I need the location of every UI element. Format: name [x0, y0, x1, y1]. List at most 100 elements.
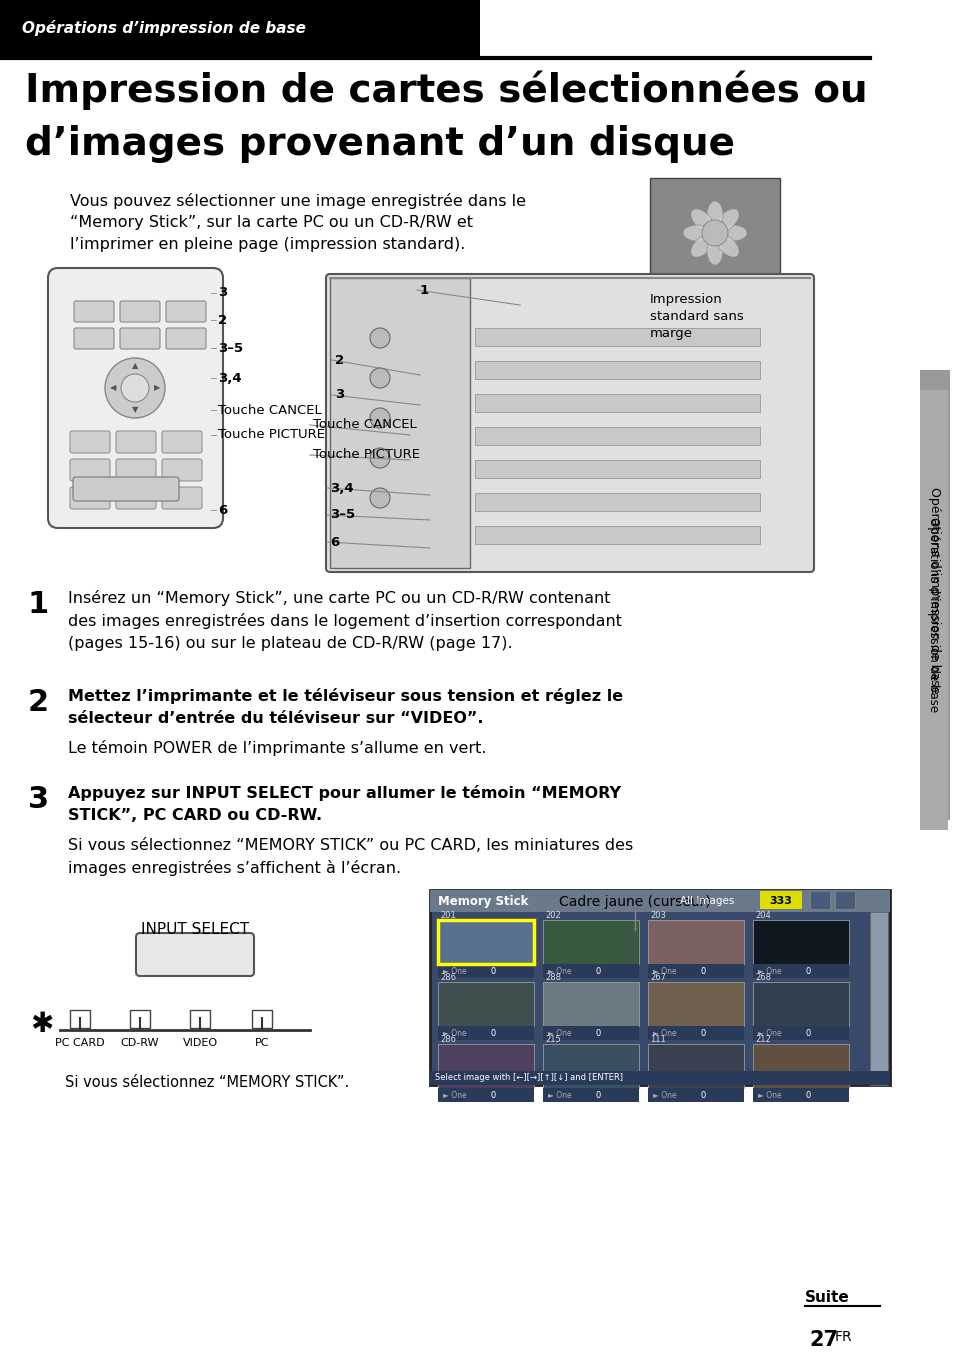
FancyBboxPatch shape [162, 431, 202, 453]
Bar [752, 982, 848, 1026]
Bar [542, 1044, 639, 1088]
Text: FR: FR [834, 1330, 852, 1344]
Text: ► One: ► One [758, 968, 781, 976]
Bar [752, 1088, 848, 1102]
Text: ► One: ► One [442, 968, 466, 976]
Bar [130, 1010, 150, 1028]
FancyBboxPatch shape [73, 477, 179, 502]
Text: 288: 288 [544, 973, 560, 982]
Text: 3: 3 [218, 287, 227, 300]
Text: 0: 0 [804, 1091, 810, 1101]
Bar [649, 178, 780, 288]
Bar [752, 1026, 848, 1040]
Text: 202: 202 [544, 911, 560, 919]
Bar [437, 1044, 534, 1088]
Bar [430, 890, 889, 913]
Text: 3,4: 3,4 [330, 481, 354, 495]
Text: 267: 267 [649, 973, 665, 982]
FancyBboxPatch shape [70, 458, 110, 481]
Text: VIDEO: VIDEO [182, 1038, 217, 1048]
Text: ▲: ▲ [132, 361, 138, 370]
Text: 0: 0 [804, 968, 810, 976]
Circle shape [370, 448, 390, 468]
Bar [70, 1010, 90, 1028]
Circle shape [370, 488, 390, 508]
Bar [437, 1026, 534, 1040]
FancyBboxPatch shape [74, 301, 113, 322]
Text: 268: 268 [754, 973, 770, 982]
Text: Select image with [←][→][↑][↓] and [ENTER]: Select image with [←][→][↑][↓] and [ENTE… [435, 1073, 622, 1083]
Text: ▶: ▶ [153, 384, 160, 392]
Text: 203: 203 [649, 911, 665, 919]
FancyBboxPatch shape [162, 487, 202, 508]
Text: 2: 2 [335, 353, 344, 366]
Bar [647, 1026, 743, 1040]
Text: Touche PICTURE: Touche PICTURE [313, 449, 419, 461]
Text: 3–5: 3–5 [218, 342, 243, 354]
Bar [430, 890, 889, 1086]
Text: 2: 2 [28, 688, 49, 717]
Text: 0: 0 [490, 968, 496, 976]
Bar [869, 913, 887, 1086]
Bar [919, 389, 947, 830]
Text: Si vous sélectionnez “MEMORY STICK” ou PC CARD, les miniatures des
images enregi: Si vous sélectionnez “MEMORY STICK” ou P… [68, 838, 633, 876]
Text: Impression de cartes sélectionnées ou: Impression de cartes sélectionnées ou [25, 70, 866, 110]
Text: 0: 0 [490, 1029, 496, 1038]
FancyBboxPatch shape [116, 431, 156, 453]
Text: INPUT SELECT: INPUT SELECT [141, 922, 249, 937]
Text: 3: 3 [335, 388, 344, 402]
Text: 3: 3 [28, 786, 49, 814]
Text: 0: 0 [700, 1091, 705, 1101]
FancyBboxPatch shape [162, 458, 202, 481]
Text: 0: 0 [595, 1029, 600, 1038]
Circle shape [370, 329, 390, 347]
Bar [542, 982, 639, 1026]
Bar [475, 361, 760, 379]
Text: 212: 212 [754, 1036, 770, 1044]
Text: 3–5: 3–5 [330, 508, 355, 522]
Bar [647, 964, 743, 977]
Bar [475, 427, 760, 445]
Bar [437, 919, 534, 964]
Bar [330, 279, 470, 568]
Text: ► One: ► One [442, 1029, 466, 1038]
Bar [647, 1088, 743, 1102]
Bar [475, 329, 760, 346]
Bar [647, 982, 743, 1026]
Text: d’images provenant d’un disque: d’images provenant d’un disque [25, 124, 734, 164]
Bar [542, 964, 639, 977]
Text: 6: 6 [218, 503, 227, 516]
Text: Appuyez sur INPUT SELECT pour allumer le témoin “MEMORY
STICK”, PC CARD ou CD-RW: Appuyez sur INPUT SELECT pour allumer le… [68, 786, 620, 822]
Ellipse shape [706, 201, 722, 228]
Text: ► One: ► One [652, 1029, 676, 1038]
FancyBboxPatch shape [74, 329, 113, 349]
Text: Touche CANCEL: Touche CANCEL [218, 403, 321, 416]
Text: 333: 333 [769, 896, 792, 906]
Ellipse shape [682, 224, 710, 241]
Text: Opérations d’impression de base: Opérations d’impression de base [926, 518, 940, 713]
Text: ◀: ◀ [110, 384, 116, 392]
Text: Touche PICTURE: Touche PICTURE [218, 429, 325, 442]
Bar [542, 919, 639, 964]
Text: 204: 204 [754, 911, 770, 919]
Bar [252, 1010, 272, 1028]
Text: ► One: ► One [547, 1029, 571, 1038]
Text: 201: 201 [439, 911, 456, 919]
Ellipse shape [719, 224, 746, 241]
FancyBboxPatch shape [120, 329, 160, 349]
Text: 286: 286 [439, 973, 456, 982]
Circle shape [105, 358, 165, 418]
Bar [919, 370, 949, 821]
Bar [647, 1044, 743, 1088]
Text: ► One: ► One [442, 1091, 466, 1101]
Bar [190, 1010, 210, 1028]
Text: Mettez l’imprimante et le téléviseur sous tension et réglez le
sélecteur d’entré: Mettez l’imprimante et le téléviseur sou… [68, 688, 622, 726]
Bar [475, 460, 760, 479]
Text: ✱: ✱ [30, 1010, 53, 1038]
Bar [542, 1026, 639, 1040]
Text: Cadre jaune (curseur): Cadre jaune (curseur) [558, 895, 710, 909]
Text: 0: 0 [700, 968, 705, 976]
Ellipse shape [690, 208, 713, 231]
Text: 2: 2 [218, 314, 227, 326]
Text: l’imprimer en pleine page (impression standard).: l’imprimer en pleine page (impression st… [70, 237, 465, 251]
